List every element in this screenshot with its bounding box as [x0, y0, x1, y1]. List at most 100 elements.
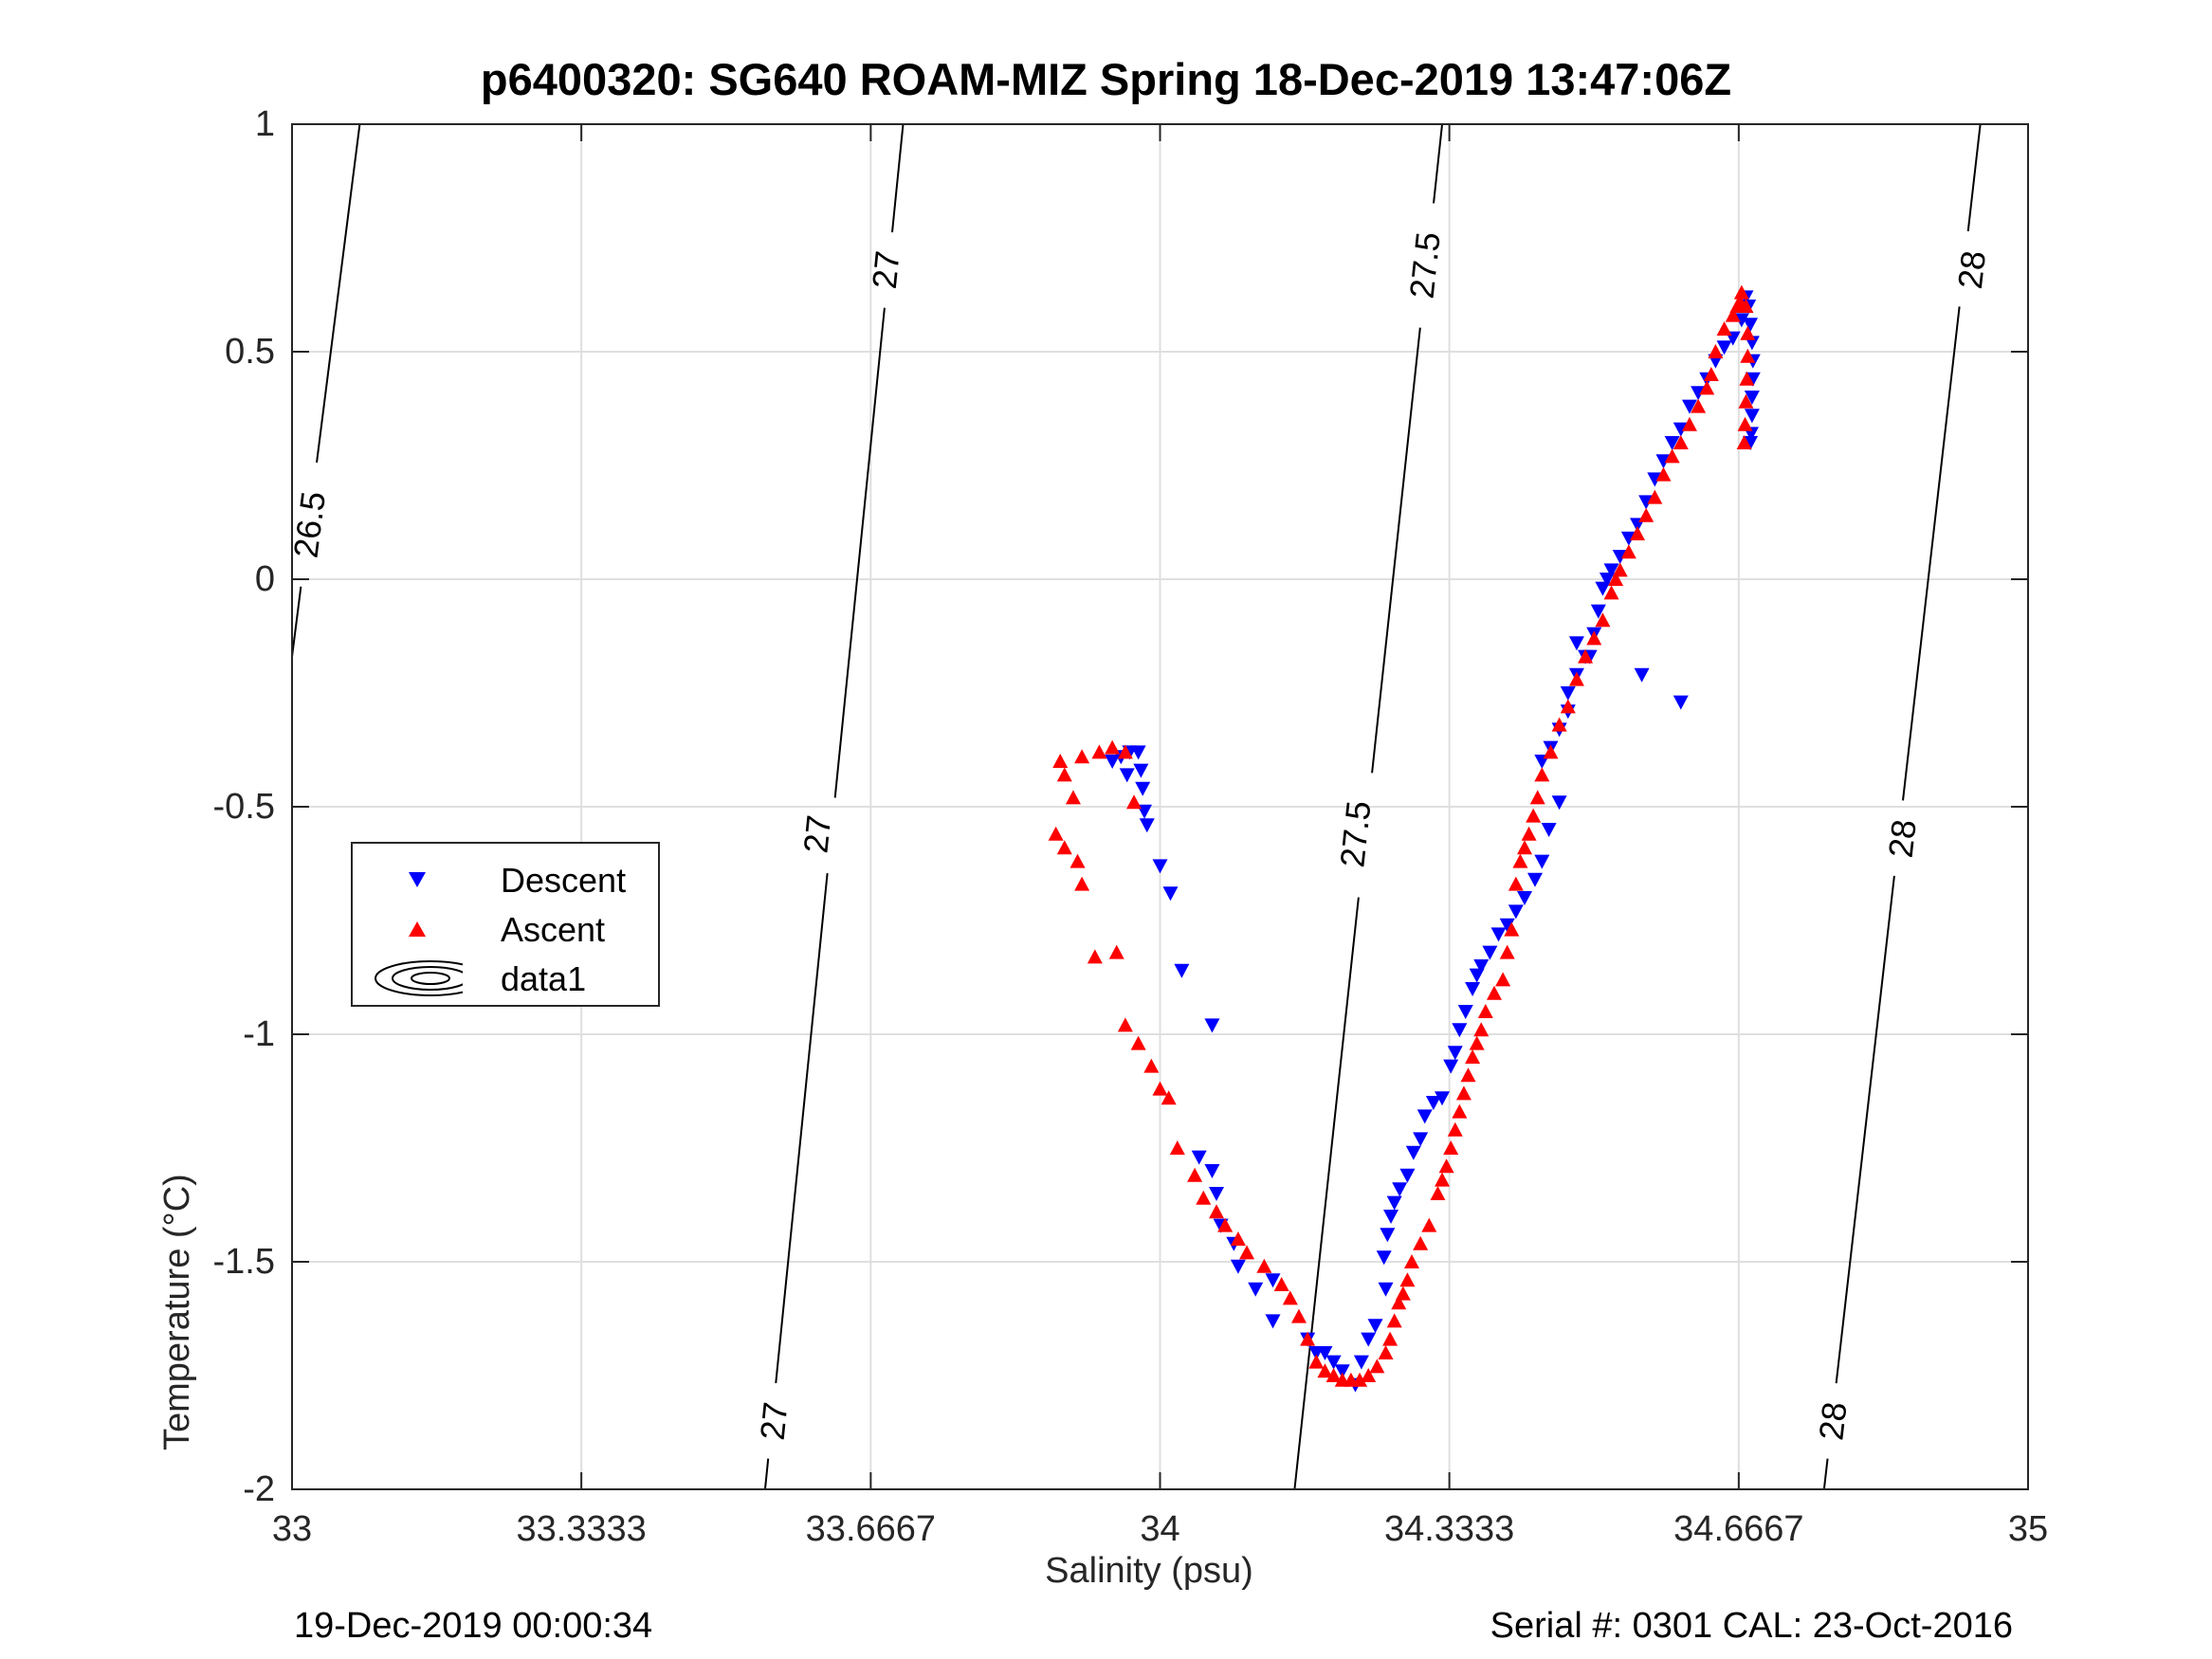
ascent-marker: [1508, 876, 1524, 891]
ascent-marker: [1300, 1331, 1316, 1346]
ascent-marker: [1378, 1345, 1394, 1359]
descent-marker: [1499, 918, 1515, 933]
ascent-marker: [1052, 754, 1069, 768]
ascent-marker: [1325, 1368, 1342, 1382]
x-tick-label: 34.3333: [1384, 1509, 1514, 1549]
descent-marker: [1405, 1145, 1421, 1160]
isopycnal-label: 27: [795, 813, 838, 855]
descent-marker: [1716, 340, 1732, 356]
descent-marker: [1508, 904, 1524, 920]
isopycnal-line: [1371, 327, 1421, 774]
ascent-marker: [1239, 1245, 1255, 1260]
descent-marker: [1691, 386, 1707, 401]
y-tick-label: -1: [243, 1014, 275, 1054]
footer-serial-cal: Serial #: 0301 CAL: 23-Oct-2016: [1490, 1606, 2013, 1646]
descent-marker: [1452, 1023, 1468, 1038]
descent-marker: [1139, 818, 1155, 833]
ascent-marker: [1152, 1081, 1168, 1096]
descent-marker: [1425, 1096, 1441, 1110]
ascent-marker: [1526, 808, 1542, 823]
descent-marker: [1568, 636, 1584, 651]
ascent-marker: [1716, 321, 1732, 336]
descent-marker: [1325, 1355, 1342, 1370]
ascent-marker: [1699, 380, 1715, 395]
ascent-marker: [1740, 348, 1756, 363]
descent-marker: [1367, 1319, 1383, 1334]
ascent-marker: [1117, 1017, 1133, 1032]
ascent-marker: [1169, 1140, 1185, 1155]
ascent-marker: [1069, 853, 1086, 868]
ascent-marker: [1736, 435, 1752, 449]
ascent-marker: [1703, 367, 1719, 381]
ascent-marker: [1130, 1035, 1146, 1050]
descent-marker: [1744, 391, 1760, 405]
ascent-marker: [1108, 944, 1124, 959]
x-tick-label: 33: [272, 1509, 312, 1549]
ascent-marker: [1733, 284, 1749, 300]
descent-marker: [1105, 755, 1121, 769]
ascent-marker: [1273, 1277, 1289, 1291]
descent-marker: [1612, 550, 1628, 564]
ascent-marker: [1117, 744, 1133, 759]
data-series: [1048, 284, 1761, 1393]
descent-marker: [1733, 313, 1749, 328]
descent-marker: [1541, 823, 1557, 837]
descent-marker: [1417, 1109, 1433, 1124]
legend-label-descent: Descent: [501, 861, 627, 900]
isopycnal-line: [1966, 123, 1982, 232]
ascent-marker: [1074, 749, 1090, 764]
ascent-marker: [1308, 1354, 1325, 1369]
legend-item-descent: Descent: [353, 855, 658, 904]
descent-marker: [1673, 695, 1689, 710]
descent-marker: [1392, 1182, 1408, 1197]
ascent-marker: [1056, 767, 1072, 782]
ascent-marker: [1421, 1217, 1437, 1232]
descent-marker: [1361, 1332, 1377, 1347]
isopycnal-label: 27.5: [1332, 799, 1378, 869]
ascent-marker: [1495, 972, 1511, 987]
descent-marker: [1647, 472, 1663, 487]
descent-marker: [1620, 531, 1636, 546]
ascent-marker: [1529, 790, 1545, 805]
isopycnal-label: 27.5: [1402, 230, 1448, 301]
ascent-marker: [1534, 767, 1550, 782]
ascent-marker: [1452, 1103, 1468, 1119]
ascent-marker: [1386, 1313, 1402, 1328]
ascent-marker: [1608, 572, 1624, 586]
ascent-marker: [1282, 1290, 1298, 1305]
descent-marker: [1353, 1355, 1369, 1370]
descent-marker: [1634, 667, 1650, 683]
descent-marker: [1482, 945, 1498, 960]
descent-marker: [1380, 1228, 1396, 1243]
descent-marker: [1638, 495, 1654, 510]
ascent-marker: [1504, 921, 1520, 937]
contour-ellipses-icon: [375, 960, 463, 996]
ascent-marker: [1290, 1308, 1307, 1323]
descent-marker: [1490, 927, 1507, 942]
descent-marker: [1162, 886, 1179, 902]
ascent-marker: [1403, 1254, 1419, 1268]
descent-marker: [1209, 1187, 1225, 1201]
axis-ticks: 33 33.3333 33.6667 34 34.3333 34.6667 35 -2 -1.5…: [213, 104, 2049, 1549]
descent-marker: [1599, 573, 1615, 587]
ascent-marker: [1630, 526, 1646, 540]
ascent-marker: [1369, 1358, 1385, 1374]
legend-label-ascent: Ascent: [501, 910, 606, 949]
y-axis-label: Temperature (°C): [157, 1174, 197, 1450]
descent-marker: [1204, 1018, 1220, 1033]
isopycnal-line: [775, 872, 829, 1384]
ascent-marker: [1521, 826, 1537, 841]
y-tick-label: 0.5: [225, 332, 275, 372]
y-tick-label: -2: [243, 1469, 275, 1509]
ascent-marker: [1681, 416, 1697, 431]
isopycnal-line: [890, 123, 905, 233]
ascent-marker: [1738, 393, 1754, 409]
ascent-marker: [1065, 790, 1081, 805]
ascent-marker: [1455, 1085, 1472, 1101]
ascent-marker: [1486, 985, 1502, 1000]
ascent-marker: [1708, 344, 1724, 358]
ascent-marker: [1361, 1368, 1377, 1382]
x-tick-label: 34.6667: [1673, 1509, 1803, 1549]
descent-marker: [1413, 1132, 1429, 1147]
